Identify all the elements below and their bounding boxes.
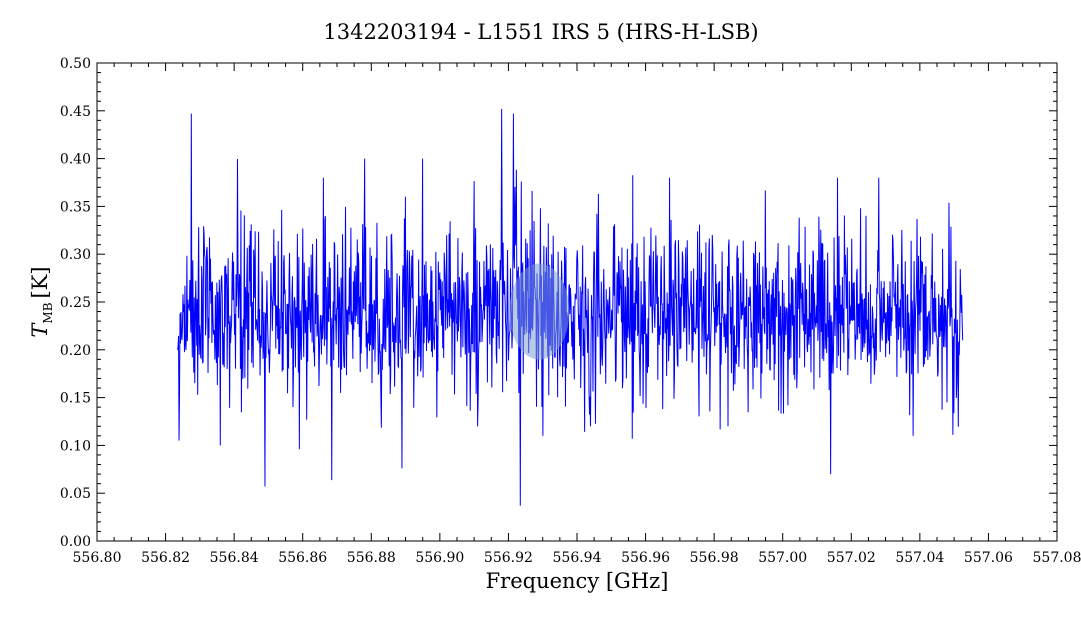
y-tick-label: 0.45 bbox=[60, 104, 91, 120]
chart-title: 1342203194 - L1551 IRS 5 (HRS-H-LSB) bbox=[323, 20, 758, 44]
y-tick-label: 0.15 bbox=[60, 391, 91, 407]
x-tick-label: 557.08 bbox=[1033, 550, 1081, 566]
y-tick-label: 0.00 bbox=[60, 534, 91, 550]
x-tick-label: 556.98 bbox=[690, 550, 739, 566]
y-tick-label: 0.40 bbox=[60, 152, 91, 168]
y-tick-labels: 0.00 0.05 0.10 0.15 0.20 0.25 0.30 0.35 0.40 0.45… bbox=[60, 56, 91, 550]
x-tick-label: 556.88 bbox=[347, 550, 396, 566]
x-tick-label: 557.04 bbox=[895, 550, 944, 566]
y-axis-label-subscript: MB bbox=[41, 302, 55, 323]
highlight-marker bbox=[509, 263, 570, 360]
y-axis-label: TMB [K] bbox=[28, 266, 55, 337]
spectrum-series-line bbox=[177, 108, 964, 506]
x-tick-label: 556.82 bbox=[141, 550, 190, 566]
x-tick-label: 557.06 bbox=[964, 550, 1013, 566]
y-tick-label: 0.50 bbox=[60, 56, 91, 72]
x-tick-label: 556.80 bbox=[73, 550, 122, 566]
x-axis-label: Frequency [GHz] bbox=[486, 569, 669, 593]
x-tick-label: 556.96 bbox=[621, 550, 670, 566]
x-tick-label: 557.00 bbox=[758, 550, 807, 566]
series-layer bbox=[177, 108, 964, 506]
x-tick-label: 556.86 bbox=[278, 550, 327, 566]
y-axis-label-symbol: T bbox=[28, 322, 52, 338]
x-tick-label: 556.90 bbox=[415, 550, 464, 566]
x-tick-label: 556.94 bbox=[553, 550, 602, 566]
y-tick-label: 0.20 bbox=[60, 343, 91, 359]
x-tick-label: 556.92 bbox=[484, 550, 533, 566]
y-axis-label-unit: [K] bbox=[28, 266, 52, 298]
overlay-layer bbox=[509, 263, 570, 360]
x-tick-label: 557.02 bbox=[827, 550, 876, 566]
y-tick-label: 0.30 bbox=[60, 247, 91, 263]
y-tick-label: 0.10 bbox=[60, 438, 91, 454]
axes-layer bbox=[96, 62, 1058, 542]
svg-text:TMB[K]: TMB [K] bbox=[28, 266, 55, 337]
y-tick-label: 0.05 bbox=[60, 486, 91, 502]
y-tick-label: 0.35 bbox=[60, 199, 91, 215]
x-tick-labels: 556.80 556.82 556.84 556.86 556.88 556.90 556.… bbox=[73, 550, 1081, 566]
y-tick-label: 0.25 bbox=[60, 295, 91, 311]
x-tick-label: 556.84 bbox=[210, 550, 259, 566]
